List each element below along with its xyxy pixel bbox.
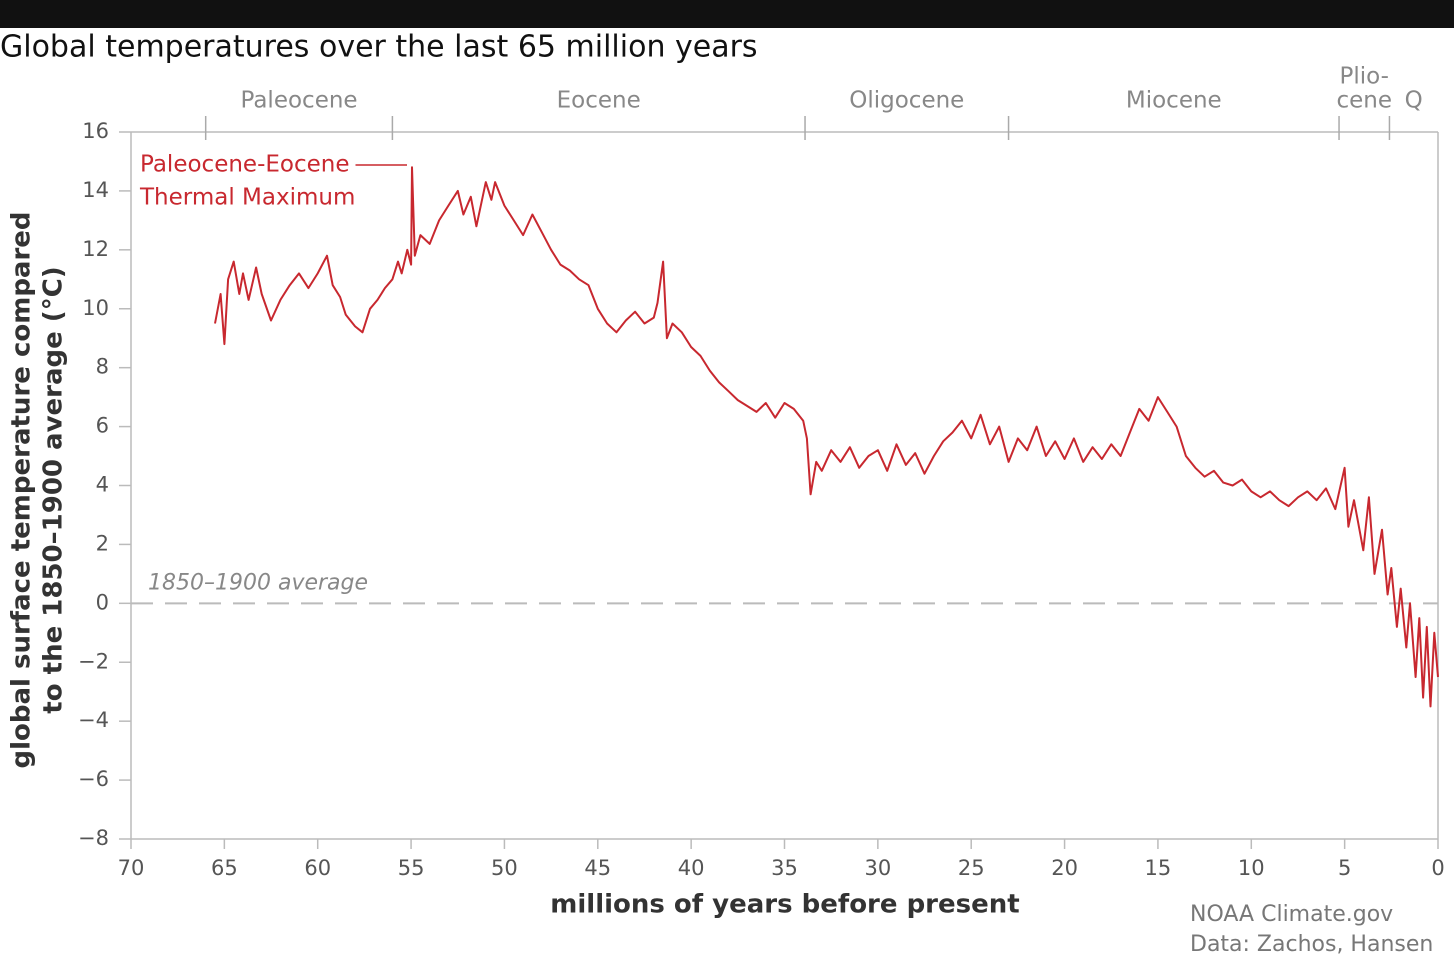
epoch-label: Paleocene — [241, 88, 358, 114]
reference-label: 1850–1900 average — [148, 570, 368, 595]
x-tick-label: 35 — [771, 856, 798, 880]
source: Data: Zachos, Hansen — [1190, 932, 1433, 956]
epoch-label: cene — [1336, 88, 1392, 114]
x-tick-label: 10 — [1238, 856, 1265, 880]
y-tick-label: 6 — [96, 414, 109, 438]
x-tick-label: 20 — [1051, 856, 1078, 880]
x-tick-label: 15 — [1145, 856, 1172, 880]
y-tick-label: 10 — [82, 296, 109, 320]
annotation: Thermal Maximum — [139, 185, 355, 211]
x-tick-label: 25 — [958, 856, 985, 880]
x-tick-label: 50 — [491, 856, 518, 880]
y-tick-label: 4 — [96, 473, 109, 497]
x-tick-label: 65 — [211, 856, 238, 880]
y-axis-title: to the 1850–1900 average (°C) — [39, 266, 69, 713]
y-axis-title: global surface temperature compared — [7, 211, 37, 768]
x-tick-label: 55 — [398, 856, 425, 880]
y-tick-label: −4 — [78, 708, 109, 732]
y-tick-label: 8 — [96, 355, 109, 379]
x-tick-label: 40 — [678, 856, 705, 880]
epoch-label: Plio- — [1340, 64, 1389, 90]
x-tick-label: 70 — [118, 856, 145, 880]
x-tick-label: 0 — [1431, 856, 1444, 880]
chart-title: Global temperatures over the last 65 mil… — [0, 30, 758, 65]
epoch-label: Eocene — [557, 88, 641, 114]
window-bar — [0, 0, 1454, 28]
x-tick-label: 30 — [864, 856, 891, 880]
y-tick-label: −8 — [78, 826, 109, 850]
temperature-line — [214, 166, 1439, 708]
x-tick-label: 45 — [584, 856, 611, 880]
y-tick-label: 14 — [82, 178, 109, 202]
epoch-label: Oligocene — [849, 88, 964, 114]
epoch-label: Miocene — [1126, 88, 1222, 114]
y-tick-label: 16 — [82, 119, 109, 143]
annotation: Paleocene-Eocene — [140, 152, 350, 178]
source: NOAA Climate.gov — [1190, 902, 1393, 927]
x-tick-label: 60 — [304, 856, 331, 880]
y-tick-label: 2 — [96, 531, 109, 555]
y-tick-label: 12 — [82, 237, 109, 261]
epoch-label: Q — [1405, 88, 1423, 114]
y-tick-label: −6 — [78, 767, 109, 791]
x-tick-label: 5 — [1338, 856, 1351, 880]
x-axis-title: millions of years before present — [550, 890, 1019, 920]
y-tick-label: 0 — [96, 590, 109, 614]
y-tick-label: −2 — [78, 649, 109, 673]
